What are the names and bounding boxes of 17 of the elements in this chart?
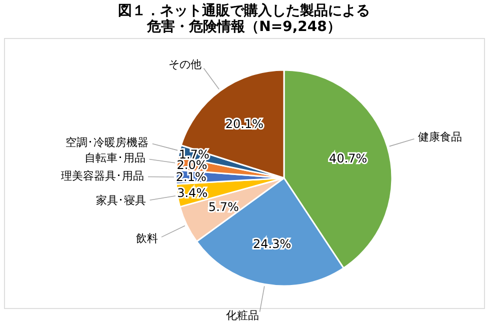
data-label: 24.3% <box>253 236 292 251</box>
slice-label: 理美容器具･用品 <box>61 170 144 183</box>
data-label: 2.1% <box>176 170 206 184</box>
slice-label: 空調･冷暖房機器 <box>66 136 149 149</box>
data-label: 3.4% <box>177 186 208 200</box>
data-label: 5.7% <box>208 200 239 214</box>
data-label: 2.0% <box>176 158 208 172</box>
slice-label: 化粧品 <box>226 308 260 322</box>
slice-label: 自転車･用品 <box>84 152 146 165</box>
text: 危害・危険情報（N=9,248） <box>147 19 341 35</box>
slice-label: その他 <box>168 58 202 71</box>
data-label: 20.1% <box>225 116 264 131</box>
slice-label: 家具･寝具 <box>96 194 146 207</box>
slice-label: 健康食品 <box>418 130 462 144</box>
data-label: 40.7% <box>329 152 368 166</box>
slice-label: 飲料 <box>136 232 158 245</box>
text: 図１．ネット通販で購入した製品による <box>118 3 370 19</box>
